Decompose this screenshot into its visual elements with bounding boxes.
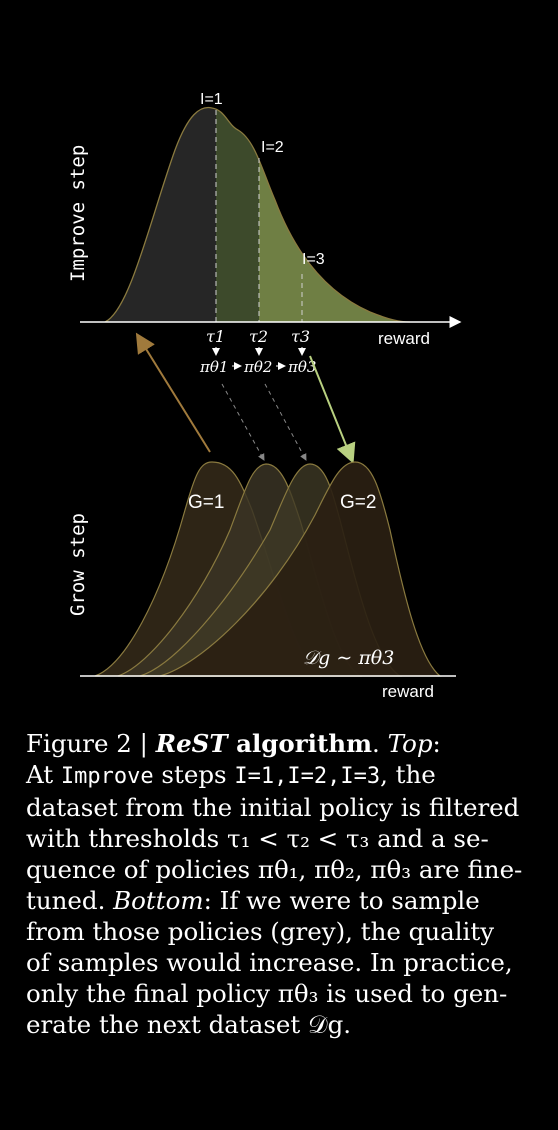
policy-sample-arrow-2 [264, 383, 307, 461]
caption-iter-list: I=1,I=2,I=3 [234, 764, 381, 789]
g1-label: G=1 [188, 492, 224, 513]
improve-region-dark [105, 107, 216, 322]
caption-line-6: tuned. Bottom: If we were to sample [26, 885, 512, 916]
g2-label: G=2 [340, 492, 376, 513]
policy-sample-arrow-1 [221, 383, 265, 461]
caption-tuned: tuned. [26, 886, 114, 915]
caption-line-7: from those policies (grey), the quality [26, 917, 495, 946]
improve-region-light [259, 159, 410, 322]
improve-step-panel: Improve step I=1 I=2 I=3 reward τ1 τ2 τ3… [67, 91, 462, 376]
improve-region-mid [216, 109, 259, 322]
caption-line-9: only the final policy πθ₃ is used to gen… [26, 979, 508, 1008]
improve-step-label: Improve step [67, 145, 89, 282]
threshold-tau-1: τ1 [206, 327, 225, 346]
caption-line-8: of samples would increase. In practice, [26, 948, 513, 977]
iter-label-3: I=3 [302, 251, 325, 268]
policy-pi-3: πθ3 [287, 358, 316, 376]
improve-axis-label: reward [378, 329, 430, 348]
policy-pi-1: πθ1 [199, 358, 228, 376]
grow-axis-label: reward [382, 682, 434, 700]
caption-steps: steps [153, 760, 235, 789]
iter-label-2: I=2 [261, 139, 284, 156]
caption-sample-text: : If we were to sample [203, 886, 480, 915]
caption-top-word: Top [387, 729, 433, 758]
caption-at: At [26, 760, 61, 789]
threshold-tau-3: τ3 [291, 327, 310, 346]
caption-figure-number: Figure 2 | [26, 729, 156, 758]
caption-algorithm-word: algorithm [227, 729, 373, 758]
grow-step-panel: Grow step G=1 G=2 𝒟g ∼ πθ3 reward [67, 461, 456, 700]
threshold-tau-2: τ2 [249, 327, 268, 346]
policy-pi-2: πθ2 [243, 358, 272, 376]
dataset-label: 𝒟g ∼ πθ3 [303, 647, 394, 669]
figure-caption: Figure 2 | ReST algorithm. Top: At Impro… [26, 728, 523, 1040]
caption-bottom-word: Bottom [113, 886, 204, 915]
caption-improve-term: Improve [60, 764, 154, 789]
caption-colon: : [432, 729, 441, 758]
caption-the: , the [380, 760, 436, 789]
caption-rest-term: ReST [155, 729, 228, 758]
improve-curve-outline [104, 106, 411, 323]
caption-line-2: At Improve steps I=1,I=2,I=3, the [26, 759, 512, 792]
caption-line-4: with thresholds τ₁ < τ₂ < τ₃ and a se- [26, 824, 489, 853]
improve-to-grow-arrow [309, 355, 356, 464]
grow-step-label: Grow step [67, 513, 89, 616]
rest-diagram: Improve step I=1 I=2 I=3 reward τ1 τ2 τ3… [67, 91, 462, 700]
caption-line-10: erate the next dataset 𝒟g. [26, 1010, 352, 1039]
grow-to-improve-arrow [135, 332, 211, 453]
caption-line-3: dataset from the initial policy is filte… [26, 793, 520, 822]
caption-line-1: Figure 2 | ReST algorithm. Top: [26, 728, 512, 759]
grow-curve-g2 [159, 461, 442, 677]
caption-line-5: quence of policies πθ₁, πθ₂, πθ₃ are fin… [26, 855, 523, 884]
caption-period: . [372, 729, 388, 758]
iter-label-1: I=1 [200, 91, 223, 108]
